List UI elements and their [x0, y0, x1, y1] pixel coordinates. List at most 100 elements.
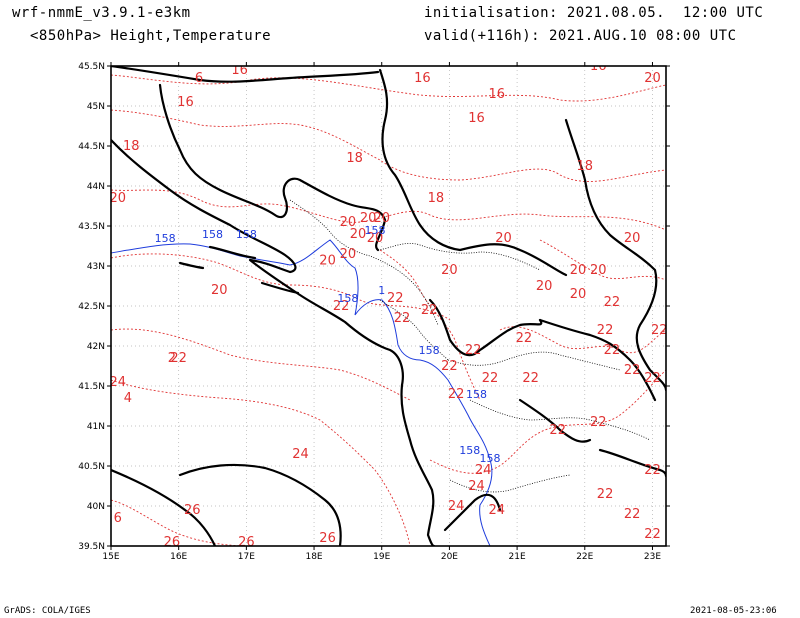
field-title: <850hPa> Height,Temperature [30, 28, 272, 44]
temperature-contour-label: 22 [333, 299, 350, 314]
temperature-contour-label: 22 [387, 291, 404, 306]
temperature-contour-label: 16 [231, 63, 248, 78]
temperature-contour-label: 22 [597, 487, 614, 502]
lon-tick-label: 18E [305, 552, 322, 562]
temperature-contour-label: 18 [577, 159, 594, 174]
temperature-contour-label: 20 [319, 253, 336, 268]
temperature-contour-label: 24 [292, 447, 309, 462]
height-contour-label: 158 [459, 444, 480, 457]
lon-tick-label: 21E [509, 552, 526, 562]
temperature-contour-label: 16 [590, 59, 607, 74]
temperature-contour-label: 22 [522, 371, 539, 386]
temperature-contour-label: 20 [373, 211, 390, 226]
temperature-contour-label: 20 [570, 287, 587, 302]
height-contour-label: 1 [378, 284, 385, 297]
temperature-contours [111, 74, 666, 546]
temperature-contour-label: 22 [549, 423, 566, 438]
lat-tick-label: 43.5N [78, 222, 105, 232]
lon-tick-label: 15E [102, 552, 119, 562]
temperature-contour-label: 22 [624, 507, 641, 522]
lat-tick-label: 42.5N [78, 302, 105, 312]
temperature-contour-label: 22 [170, 351, 187, 366]
temperature-contour-label: 20 [570, 263, 587, 278]
temperature-contour-label: 26 [238, 535, 255, 550]
lat-tick-label: 41.5N [78, 382, 105, 392]
height-contour-label: 158 [466, 388, 487, 401]
height-contour-label: 158 [337, 292, 358, 305]
temperature-contour-label: 20 [340, 215, 357, 230]
temperature-contour-label: 2 [168, 351, 176, 366]
height-contours [111, 239, 493, 546]
temperature-contour-label: 20 [441, 263, 458, 278]
temperature-contour-label: 20 [367, 231, 384, 246]
lon-tick-label: 17E [238, 552, 255, 562]
lat-tick-label: 44.5N [78, 142, 105, 152]
temperature-contour-label: 22 [604, 295, 621, 310]
height-contour-label: 158 [419, 344, 440, 357]
temperature-contour-label: 22 [482, 371, 499, 386]
temperature-contour-label: 22 [465, 343, 482, 358]
render-timestamp: 2021-08-05-23:06 [690, 606, 777, 616]
temperature-contour-label: 24 [468, 479, 485, 494]
temperature-contour-label: 20 [495, 231, 512, 246]
lat-tick-label: 39.5N [78, 542, 105, 552]
height-contour-label: 158 [364, 224, 385, 237]
temperature-contour-label: 26 [184, 503, 201, 518]
height-contour-label: 158 [480, 452, 501, 465]
temperature-contour-label: 22 [624, 363, 641, 378]
temperature-contour-label: 18 [346, 151, 363, 166]
lat-tick-label: 45N [87, 102, 105, 112]
height-contour-label: 158 [202, 228, 223, 241]
temperature-contour-label: 26 [319, 531, 336, 546]
temperature-contour-label: 22 [651, 323, 668, 338]
lon-tick-label: 22E [576, 552, 593, 562]
temperature-contour-label: 16 [414, 71, 431, 86]
height-contour-label: 158 [236, 228, 257, 241]
temperature-contour-label: 24 [109, 375, 126, 390]
lat-tick-label: 45.5N [78, 62, 105, 72]
temperature-contour-label: 22 [644, 527, 661, 542]
temperature-contour-label: 20 [624, 231, 641, 246]
latitude-axis: 45.5N 45N 44.5N 44N 43.5N 43N 42.5N 42N 41.5N 41N… [78, 62, 670, 552]
temperature-contour-label: 26 [164, 535, 181, 550]
lon-tick-label: 16E [170, 552, 187, 562]
temperature-contour-label: 22 [441, 359, 458, 374]
country-borders [289, 199, 651, 493]
temperature-contour-label: 20 [360, 211, 377, 226]
lat-tick-label: 40N [87, 502, 105, 512]
lon-tick-label: 19E [373, 552, 390, 562]
temperature-contour-label: 20 [109, 191, 126, 206]
temperature-contour-label: 24 [489, 503, 506, 518]
temperature-contour-label: 22 [394, 311, 411, 326]
temperature-contour-label: 20 [644, 71, 661, 86]
valid-time: valid(+116h): 2021.AUG.10 08:00 UTC [424, 28, 737, 44]
temperature-contour-label: 22 [597, 323, 614, 338]
temperature-contour-label: 20 [350, 227, 367, 242]
temperature-contour-label: 6 [195, 71, 203, 86]
temperature-contour-label: 4 [124, 391, 132, 406]
graticule [111, 66, 666, 546]
longitude-axis: 15E 16E 17E 18E 19E 20E 21E 22E 23E [102, 62, 661, 562]
temperature-contour-label: 22 [604, 343, 621, 358]
temperature-contour-label: 20 [211, 283, 228, 298]
temperature-contour-label: 18 [123, 139, 140, 154]
lat-tick-label: 40.5N [78, 462, 105, 472]
lon-tick-label: 20E [441, 552, 458, 562]
temperature-contour-label: 22 [421, 303, 438, 318]
temperature-contour-label: 16 [468, 111, 485, 126]
temperature-contour-label: 22 [644, 371, 661, 386]
lat-tick-label: 42N [87, 342, 105, 352]
temperature-contour-label: 16 [489, 87, 506, 102]
temperature-contour-label: 24 [475, 463, 492, 478]
temperature-contour-label: 20 [590, 263, 607, 278]
temperature-contour-label: 22 [448, 387, 465, 402]
grads-credit: GrADS: COLA/IGES [4, 606, 91, 616]
temperature-contour-label: 22 [590, 415, 607, 430]
temperature-contour-label: 24 [448, 499, 465, 514]
temperature-contour-label: 18 [428, 191, 445, 206]
lat-tick-label: 41N [87, 422, 105, 432]
temperature-contour-label: 22 [516, 331, 533, 346]
